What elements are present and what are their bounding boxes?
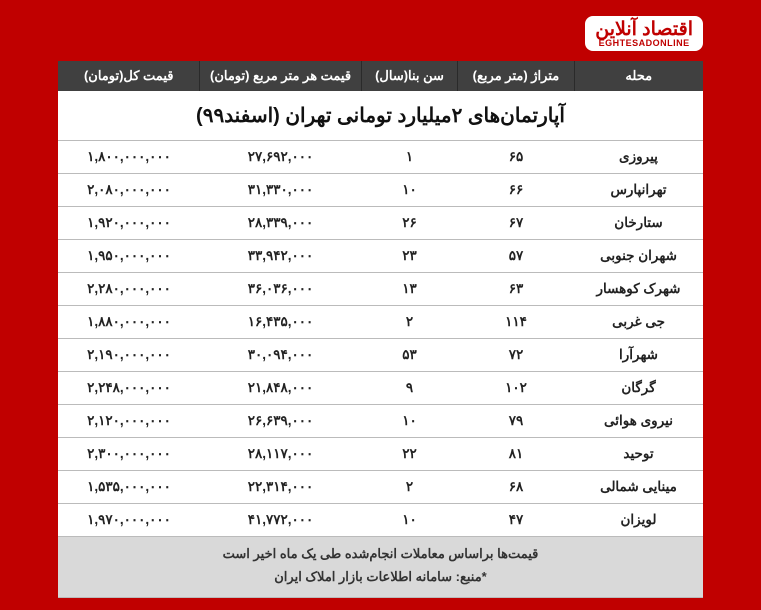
cell-total-price: ۱,۹۲۰,۰۰۰,۰۰۰: [58, 207, 200, 240]
cell-neighborhood: ستارخان: [574, 207, 703, 240]
table-row: شهران جنوبی۵۷۲۳۳۳,۹۴۲,۰۰۰۱,۹۵۰,۰۰۰,۰۰۰: [58, 240, 703, 273]
cell-age: ۲۶: [361, 207, 458, 240]
table-row: گرگان۱۰۲۹۲۱,۸۴۸,۰۰۰۲,۲۴۸,۰۰۰,۰۰۰: [58, 372, 703, 405]
cell-area: ۷۹: [458, 405, 574, 438]
logo-text-fa: اقتصاد آنلاین: [595, 20, 693, 39]
cell-age: ۹: [361, 372, 458, 405]
col-area: متراژ (متر مربع): [458, 61, 574, 91]
cell-neighborhood: شهرآرا: [574, 339, 703, 372]
table-row: شهرآرا۷۲۵۳۳۰,۰۹۴,۰۰۰۲,۱۹۰,۰۰۰,۰۰۰: [58, 339, 703, 372]
table-footer-row: قیمت‌ها براساس معاملات انجام‌شده طی یک م…: [58, 537, 703, 598]
cell-neighborhood: شهرک کوهسار: [574, 273, 703, 306]
cell-price-per-m: ۳۳,۹۴۲,۰۰۰: [200, 240, 361, 273]
cell-price-per-m: ۱۶,۴۳۵,۰۰۰: [200, 306, 361, 339]
cell-neighborhood: گرگان: [574, 372, 703, 405]
table-row: توحید۸۱۲۲۲۸,۱۱۷,۰۰۰۲,۳۰۰,۰۰۰,۰۰۰: [58, 438, 703, 471]
cell-area: ۱۰۲: [458, 372, 574, 405]
logo-text-en: EGHTESADONLINE: [599, 39, 690, 48]
price-table-card: آپارتمان‌های ۲میلیارد تومانی تهران (اسفن…: [58, 61, 703, 598]
table-title: آپارتمان‌های ۲میلیارد تومانی تهران (اسفن…: [58, 91, 703, 141]
col-price-per-m: قیمت هر متر مربع (تومان): [200, 61, 361, 91]
cell-age: ۱۰: [361, 174, 458, 207]
cell-neighborhood: نیروی هوائی: [574, 405, 703, 438]
cell-total-price: ۲,۲۴۸,۰۰۰,۰۰۰: [58, 372, 200, 405]
cell-price-per-m: ۴۱,۷۷۲,۰۰۰: [200, 504, 361, 537]
cell-age: ۲۳: [361, 240, 458, 273]
cell-total-price: ۲,۱۲۰,۰۰۰,۰۰۰: [58, 405, 200, 438]
cell-total-price: ۱,۹۵۰,۰۰۰,۰۰۰: [58, 240, 200, 273]
cell-area: ۶۵: [458, 141, 574, 174]
cell-price-per-m: ۲۲,۳۱۴,۰۰۰: [200, 471, 361, 504]
table-row: مینایی شمالی۶۸۲۲۲,۳۱۴,۰۰۰۱,۵۳۵,۰۰۰,۰۰۰: [58, 471, 703, 504]
cell-total-price: ۲,۱۹۰,۰۰۰,۰۰۰: [58, 339, 200, 372]
cell-price-per-m: ۲۶,۶۳۹,۰۰۰: [200, 405, 361, 438]
table-footer: قیمت‌ها براساس معاملات انجام‌شده طی یک م…: [58, 537, 703, 598]
cell-price-per-m: ۳۰,۰۹۴,۰۰۰: [200, 339, 361, 372]
cell-neighborhood: تهرانپارس: [574, 174, 703, 207]
cell-total-price: ۲,۲۸۰,۰۰۰,۰۰۰: [58, 273, 200, 306]
cell-price-per-m: ۳۱,۳۳۰,۰۰۰: [200, 174, 361, 207]
cell-area: ۸۱: [458, 438, 574, 471]
cell-total-price: ۲,۰۸۰,۰۰۰,۰۰۰: [58, 174, 200, 207]
col-total-price: قیمت کل(تومان): [58, 61, 200, 91]
cell-area: ۶۳: [458, 273, 574, 306]
col-age: سن بنا(سال): [361, 61, 458, 91]
cell-neighborhood: مینایی شمالی: [574, 471, 703, 504]
table-header-row: محله متراژ (متر مربع) سن بنا(سال) قیمت ه…: [58, 61, 703, 91]
cell-price-per-m: ۳۶,۰۳۶,۰۰۰: [200, 273, 361, 306]
table-row: لویزان۴۷۱۰۴۱,۷۷۲,۰۰۰۱,۹۷۰,۰۰۰,۰۰۰: [58, 504, 703, 537]
cell-neighborhood: جی غربی: [574, 306, 703, 339]
cell-age: ۱: [361, 141, 458, 174]
site-logo: اقتصاد آنلاین EGHTESADONLINE: [585, 16, 703, 51]
cell-area: ۴۷: [458, 504, 574, 537]
footer-note-2: *منبع: سامانه اطلاعات بازار املاک ایران: [62, 566, 699, 589]
cell-neighborhood: لویزان: [574, 504, 703, 537]
cell-neighborhood: توحید: [574, 438, 703, 471]
cell-area: ۶۸: [458, 471, 574, 504]
cell-neighborhood: شهران جنوبی: [574, 240, 703, 273]
cell-area: ۶۷: [458, 207, 574, 240]
cell-age: ۱۰: [361, 405, 458, 438]
table-row: شهرک کوهسار۶۳۱۳۳۶,۰۳۶,۰۰۰۲,۲۸۰,۰۰۰,۰۰۰: [58, 273, 703, 306]
cell-price-per-m: ۲۸,۱۱۷,۰۰۰: [200, 438, 361, 471]
cell-age: ۲: [361, 306, 458, 339]
cell-price-per-m: ۲۱,۸۴۸,۰۰۰: [200, 372, 361, 405]
cell-age: ۲: [361, 471, 458, 504]
cell-area: ۶۶: [458, 174, 574, 207]
cell-price-per-m: ۲۷,۶۹۲,۰۰۰: [200, 141, 361, 174]
table-title-row: آپارتمان‌های ۲میلیارد تومانی تهران (اسفن…: [58, 91, 703, 141]
table-row: پیروزی۶۵۱۲۷,۶۹۲,۰۰۰۱,۸۰۰,۰۰۰,۰۰۰: [58, 141, 703, 174]
cell-age: ۱۰: [361, 504, 458, 537]
table-body: پیروزی۶۵۱۲۷,۶۹۲,۰۰۰۱,۸۰۰,۰۰۰,۰۰۰تهرانپار…: [58, 141, 703, 537]
cell-total-price: ۱,۸۰۰,۰۰۰,۰۰۰: [58, 141, 200, 174]
footer-note-1: قیمت‌ها براساس معاملات انجام‌شده طی یک م…: [62, 543, 699, 566]
table-row: تهرانپارس۶۶۱۰۳۱,۳۳۰,۰۰۰۲,۰۸۰,۰۰۰,۰۰۰: [58, 174, 703, 207]
col-neighborhood: محله: [574, 61, 703, 91]
cell-area: ۱۱۴: [458, 306, 574, 339]
table-row: جی غربی۱۱۴۲۱۶,۴۳۵,۰۰۰۱,۸۸۰,۰۰۰,۰۰۰: [58, 306, 703, 339]
table-row: ستارخان۶۷۲۶۲۸,۳۳۹,۰۰۰۱,۹۲۰,۰۰۰,۰۰۰: [58, 207, 703, 240]
logo-area: اقتصاد آنلاین EGHTESADONLINE: [0, 0, 761, 61]
cell-total-price: ۲,۳۰۰,۰۰۰,۰۰۰: [58, 438, 200, 471]
cell-age: ۲۲: [361, 438, 458, 471]
cell-area: ۵۷: [458, 240, 574, 273]
cell-price-per-m: ۲۸,۳۳۹,۰۰۰: [200, 207, 361, 240]
cell-total-price: ۱,۹۷۰,۰۰۰,۰۰۰: [58, 504, 200, 537]
apartment-price-table: آپارتمان‌های ۲میلیارد تومانی تهران (اسفن…: [58, 61, 703, 598]
cell-total-price: ۱,۸۸۰,۰۰۰,۰۰۰: [58, 306, 200, 339]
cell-age: ۵۳: [361, 339, 458, 372]
cell-age: ۱۳: [361, 273, 458, 306]
cell-neighborhood: پیروزی: [574, 141, 703, 174]
table-row: نیروی هوائی۷۹۱۰۲۶,۶۳۹,۰۰۰۲,۱۲۰,۰۰۰,۰۰۰: [58, 405, 703, 438]
cell-area: ۷۲: [458, 339, 574, 372]
cell-total-price: ۱,۵۳۵,۰۰۰,۰۰۰: [58, 471, 200, 504]
